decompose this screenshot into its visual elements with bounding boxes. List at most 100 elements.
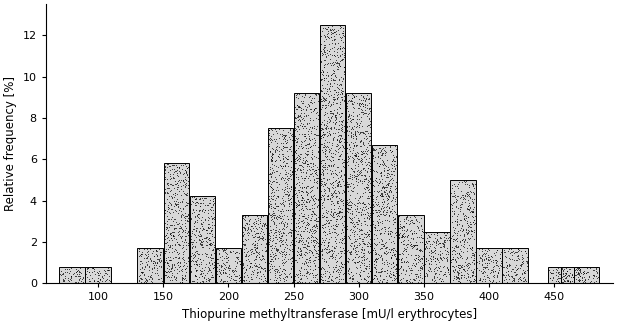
Point <box>333 266 343 271</box>
Point <box>349 240 359 245</box>
Point <box>452 197 462 202</box>
Point <box>275 136 284 141</box>
Point <box>334 179 344 185</box>
Point <box>435 236 445 241</box>
Point <box>416 223 426 228</box>
Point <box>171 274 181 280</box>
Point <box>468 214 478 220</box>
Point <box>281 258 291 263</box>
Point <box>235 258 245 263</box>
Point <box>146 273 155 279</box>
Point <box>334 208 344 214</box>
Point <box>167 264 177 269</box>
Point <box>277 207 287 212</box>
Point <box>183 172 193 177</box>
Point <box>486 253 496 258</box>
Point <box>202 230 212 235</box>
Point <box>334 209 344 214</box>
Point <box>180 236 190 241</box>
Point <box>387 196 397 201</box>
Point <box>370 242 380 247</box>
Point <box>294 200 304 205</box>
Point <box>385 269 395 274</box>
Point <box>452 193 462 198</box>
Point <box>71 279 81 284</box>
Point <box>468 251 478 256</box>
Point <box>302 235 312 240</box>
Point <box>398 223 408 228</box>
Point <box>347 150 357 156</box>
Point <box>241 220 251 226</box>
Point <box>195 267 205 272</box>
Point <box>317 252 326 257</box>
Point <box>354 105 363 110</box>
Point <box>334 78 344 83</box>
Point <box>559 273 569 279</box>
Point <box>177 276 187 281</box>
Point <box>224 267 234 273</box>
Point <box>336 121 346 126</box>
Point <box>141 277 151 282</box>
Point <box>586 278 596 283</box>
Point <box>266 262 276 267</box>
Point <box>307 227 317 232</box>
Point <box>304 270 313 275</box>
Point <box>409 230 419 236</box>
Point <box>336 37 346 43</box>
Point <box>344 98 354 103</box>
Point <box>397 234 407 240</box>
Point <box>401 260 411 265</box>
Point <box>191 226 201 231</box>
Point <box>433 230 442 235</box>
Point <box>462 218 472 223</box>
Point <box>323 74 333 79</box>
Point <box>323 244 333 250</box>
Point <box>387 162 397 168</box>
Point <box>423 267 433 273</box>
Point <box>329 36 339 41</box>
Point <box>578 278 587 283</box>
Point <box>368 146 378 151</box>
Point <box>481 250 491 255</box>
Point <box>480 264 490 269</box>
Point <box>334 189 344 195</box>
Point <box>362 263 371 268</box>
Point <box>357 254 366 260</box>
Point <box>466 225 476 230</box>
Point <box>383 197 392 202</box>
Point <box>418 263 428 268</box>
Point <box>281 268 291 273</box>
Point <box>241 225 251 230</box>
Point <box>331 115 341 120</box>
Point <box>251 234 260 239</box>
Point <box>84 278 94 283</box>
Point <box>246 226 255 231</box>
Point <box>349 259 359 265</box>
Point <box>168 176 178 181</box>
Point <box>336 81 346 86</box>
Point <box>329 96 339 101</box>
Point <box>267 196 277 202</box>
Point <box>143 279 152 284</box>
Point <box>444 272 453 277</box>
Point <box>313 241 323 246</box>
Point <box>360 176 370 181</box>
Point <box>387 252 397 257</box>
Point <box>339 157 349 162</box>
Point <box>369 241 379 246</box>
Point <box>308 198 318 203</box>
Point <box>504 274 514 279</box>
Point <box>239 231 249 236</box>
Point <box>421 246 431 251</box>
Point <box>223 265 233 270</box>
Point <box>289 186 299 191</box>
Point <box>282 185 292 190</box>
Point <box>207 274 217 279</box>
Point <box>330 178 340 184</box>
Point <box>152 253 162 258</box>
Point <box>448 257 458 262</box>
Point <box>173 177 183 182</box>
Point <box>460 192 470 198</box>
Point <box>454 278 464 283</box>
Point <box>429 273 439 278</box>
